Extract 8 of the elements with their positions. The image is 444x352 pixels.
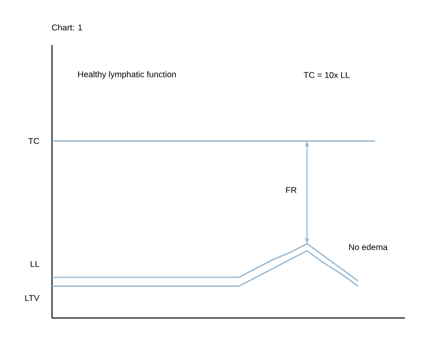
text: LTV: [25, 295, 40, 301]
chart-title: Chart: 1: [52, 24, 82, 30]
text: LL: [30, 261, 40, 267]
text: TC: [28, 138, 40, 144]
annotation: FR: [286, 187, 296, 193]
text: Healthy lymphatic function: [78, 71, 176, 79]
annotation: No edema: [349, 244, 388, 250]
text: TC = 10x LL: [304, 72, 350, 78]
